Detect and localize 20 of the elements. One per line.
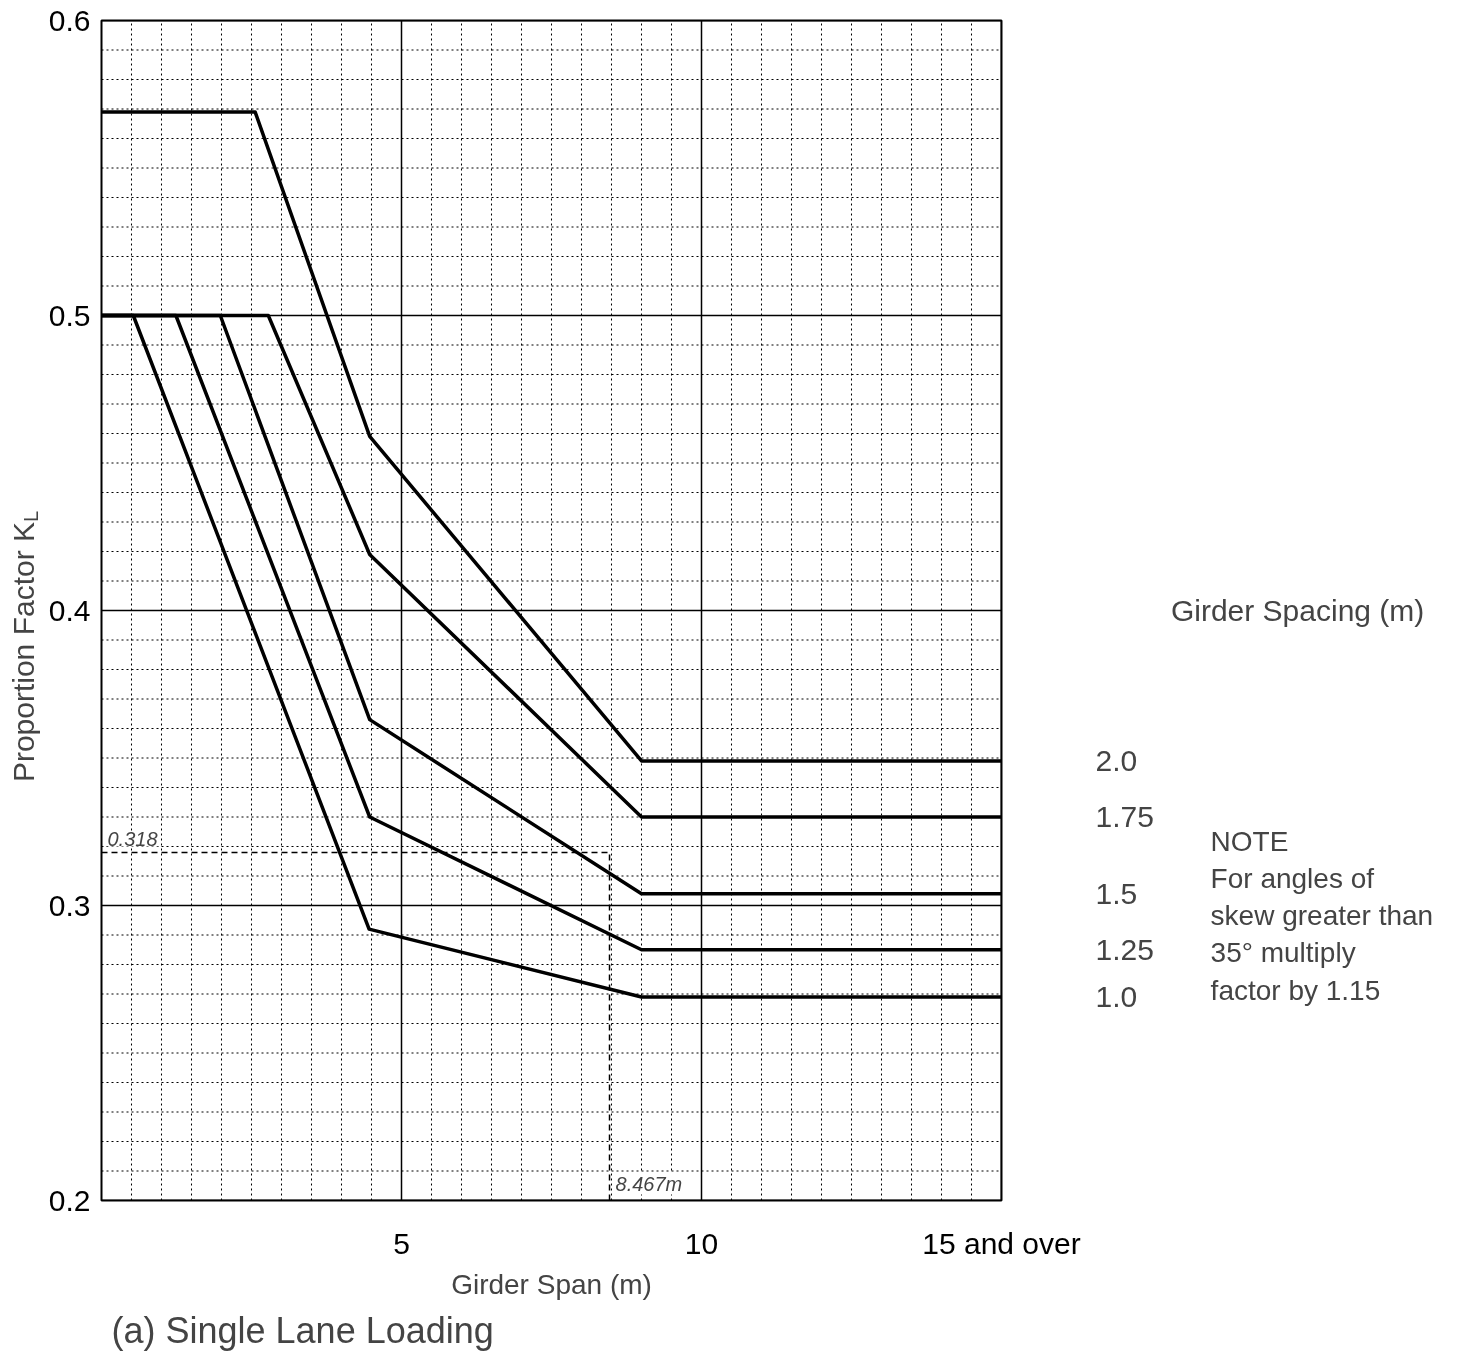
y-tick-label: 0.5: [48, 298, 91, 332]
text: 1.75: [1095, 800, 1154, 833]
x-tick-label: 10: [684, 1226, 719, 1260]
y-tick-label: 0.6: [48, 3, 91, 37]
annotation: 8.467m: [615, 1172, 683, 1195]
text: (a) Single Lane Loading: [111, 1309, 494, 1351]
y-tick-label: 0.2: [48, 1183, 91, 1217]
y-tick-label: 0.3: [48, 888, 91, 922]
text: 1.5: [1095, 876, 1138, 910]
y-tick-label: 0.4: [48, 593, 91, 627]
text: 1.25: [1095, 932, 1154, 966]
x-tick-label: 15 and over: [922, 1226, 1081, 1260]
text: NOTE For angles of skew greater than 35° multiply factor by 1.15: [1210, 825, 1434, 1006]
y-axis-title: Proportion Factor KL: [6, 510, 42, 783]
annotation: 0.318: [107, 828, 158, 851]
legend-title: Girder Spacing (m): [1170, 594, 1425, 627]
text: 2.0: [1095, 743, 1138, 777]
text: 1.0: [1095, 979, 1138, 1013]
x-axis-title: Girder Span (m): [451, 1268, 652, 1300]
x-tick-label: 5: [393, 1226, 410, 1260]
